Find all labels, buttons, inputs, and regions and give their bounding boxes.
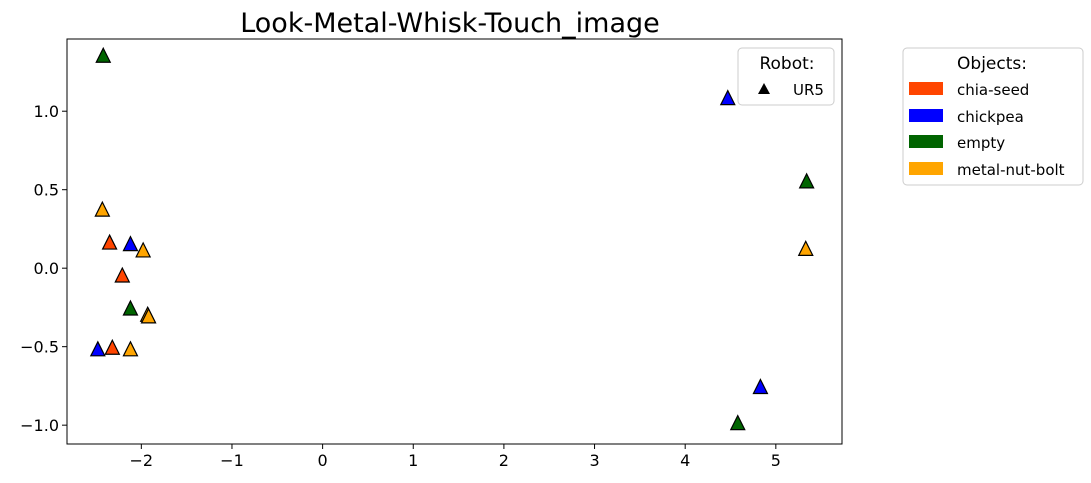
objects-legend-title: Objects: (957, 54, 1027, 74)
x-tick-label: −2 (130, 451, 154, 470)
y-tick-label: −0.5 (20, 338, 59, 357)
data-point-empty (122, 299, 139, 316)
y-tick-label: 0.5 (34, 181, 59, 200)
x-tick-label: 0 (318, 451, 328, 470)
data-point-metal-nut-bolt (94, 200, 111, 217)
x-tick-label: 5 (771, 451, 781, 470)
x-tick-label: −1 (220, 451, 244, 470)
robot-legend-marker-ur5 (758, 83, 770, 94)
objects-legend-swatch-chickpea (909, 109, 943, 122)
data-point-empty (798, 172, 815, 189)
objects-legend-swatch-empty (909, 135, 943, 148)
robot-legend-label-ur5: UR5 (793, 81, 824, 99)
data-point-metal-nut-bolt (140, 307, 157, 324)
plot-points (89, 46, 815, 431)
objects-legend-label-metal-nut-bolt: metal-nut-bolt (957, 161, 1065, 179)
objects-legend-box (902, 47, 1084, 186)
y-axis: −1.0 −0.5 0.0 0.5 1.0 (20, 102, 67, 435)
y-tick-label: 1.0 (34, 102, 59, 121)
x-tick-label: 3 (589, 451, 599, 470)
data-point-chickpea (89, 340, 106, 357)
data-point-chickpea (122, 235, 139, 252)
robot-legend: Robot: UR5 (737, 47, 835, 106)
data-point-empty (729, 414, 746, 431)
data-point-chickpea (719, 89, 736, 106)
data-point-chia-seed (104, 338, 121, 355)
data-point-empty (95, 46, 112, 63)
plot-frame (66, 38, 843, 445)
data-point-chickpea (752, 378, 769, 395)
x-axis: −2 −1 0 1 2 3 4 5 (130, 444, 781, 470)
data-point-chia-seed (101, 233, 118, 250)
objects-legend-label-chickpea: chickpea (957, 108, 1024, 126)
objects-legend: Objects: chia-seed chickpea empty metal-… (902, 47, 1084, 186)
data-point-metal-nut-bolt (797, 240, 814, 256)
objects-legend-swatch-metal-nut-bolt (909, 162, 943, 175)
objects-legend-label-empty: empty (957, 134, 1005, 152)
x-tick-label: 4 (680, 451, 690, 470)
x-tick-label: 1 (408, 451, 418, 470)
chart-title: Look-Metal-Whisk-Touch_image (240, 8, 660, 39)
y-tick-label: −1.0 (20, 416, 59, 435)
data-point-metal-nut-bolt (122, 340, 139, 357)
robot-legend-title: Robot: (759, 54, 814, 74)
x-tick-label: 2 (499, 451, 509, 470)
objects-legend-label-chia-seed: chia-seed (957, 81, 1029, 99)
data-point-metal-nut-bolt (135, 241, 152, 258)
y-tick-label: 0.0 (34, 259, 59, 278)
data-point-chia-seed (114, 266, 131, 283)
objects-legend-swatch-chia-seed (909, 82, 943, 95)
